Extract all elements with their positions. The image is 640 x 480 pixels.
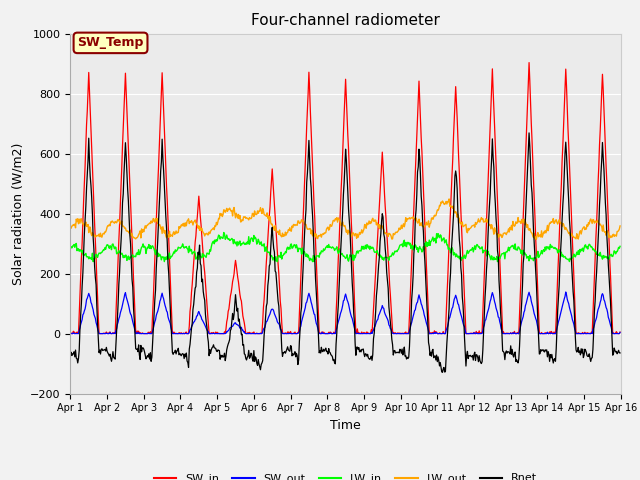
SW_in [616, 329, 624, 335]
LW_in [172, 249, 180, 254]
LW_out [445, 196, 453, 202]
LW_out [388, 236, 396, 242]
SW_in [388, 316, 396, 322]
SW_out [312, 321, 320, 326]
SW_out [388, 329, 396, 335]
Line: SW_in: SW_in [70, 62, 620, 334]
LW_in [418, 249, 426, 255]
Rnet [67, 351, 74, 357]
SW_out [502, 331, 509, 336]
LW_in [90, 259, 97, 264]
Rnet [417, 172, 424, 178]
SW_in [172, 331, 179, 336]
SW_out [67, 331, 74, 336]
SW_out [417, 297, 424, 303]
Line: SW_out: SW_out [70, 292, 620, 334]
SW_in [248, 330, 256, 336]
LW_in [390, 252, 397, 258]
LW_in [314, 253, 321, 259]
SW_out [562, 289, 570, 295]
X-axis label: Time: Time [330, 419, 361, 432]
LW_out [616, 223, 624, 229]
LW_out [417, 222, 424, 228]
LW_out [67, 225, 74, 231]
Title: Four-channel radiometer: Four-channel radiometer [251, 13, 440, 28]
LW_in [616, 243, 624, 249]
Rnet [438, 370, 446, 375]
LW_out [532, 236, 540, 242]
LW_out [172, 230, 179, 236]
SW_out [248, 331, 256, 336]
SW_in [312, 257, 320, 263]
Text: SW_Temp: SW_Temp [77, 36, 144, 49]
SW_in [417, 115, 424, 120]
LW_in [67, 245, 74, 251]
LW_in [250, 233, 258, 239]
LW_out [312, 231, 320, 237]
LW_in [503, 249, 511, 255]
Rnet [172, 348, 179, 353]
Rnet [502, 348, 510, 354]
Rnet [312, 288, 320, 294]
Line: Rnet: Rnet [70, 133, 620, 372]
LW_in [220, 229, 228, 235]
LW_out [502, 232, 510, 238]
Y-axis label: Solar radiation (W/m2): Solar radiation (W/m2) [12, 143, 24, 285]
Rnet [525, 130, 533, 136]
Legend: SW_in, SW_out, LW_in, LW_out, Rnet: SW_in, SW_out, LW_in, LW_out, Rnet [150, 469, 541, 480]
Line: LW_out: LW_out [70, 199, 620, 239]
Rnet [388, 336, 396, 342]
SW_in [502, 331, 509, 336]
SW_out [616, 329, 624, 335]
SW_out [172, 331, 179, 336]
Rnet [616, 350, 624, 356]
Rnet [248, 356, 256, 362]
LW_out [248, 211, 256, 216]
Line: LW_in: LW_in [70, 232, 620, 262]
SW_in [67, 331, 74, 336]
SW_in [525, 60, 533, 65]
